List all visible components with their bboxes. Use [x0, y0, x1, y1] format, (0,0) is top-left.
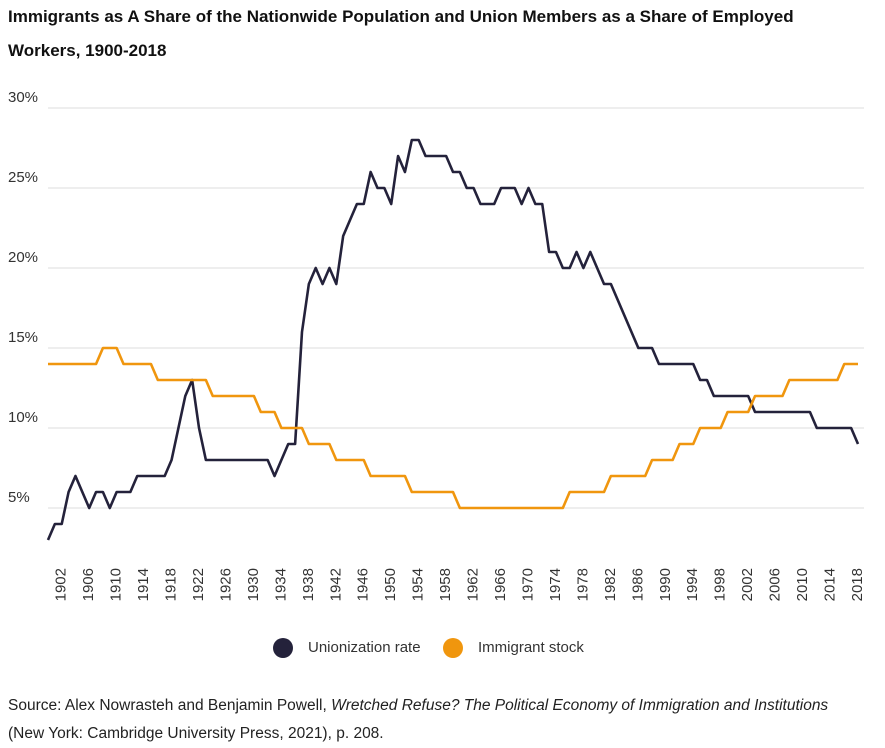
x-tick-label: 1930 [245, 568, 262, 601]
legend-swatch [273, 638, 293, 658]
x-tick-label: 1994 [684, 568, 701, 601]
series-line [46, 138, 860, 541]
x-tick-label: 1946 [355, 568, 372, 601]
x-tick-label: 1974 [547, 568, 564, 601]
x-tick-label: 2006 [767, 568, 784, 601]
x-tick-label: 1938 [300, 568, 317, 601]
x-tick-label: 1950 [382, 568, 399, 601]
source-suffix: (New York: Cambridge University Press, 2… [8, 725, 384, 742]
x-tick-label: 1978 [574, 568, 591, 601]
y-tick-label: 5% [8, 489, 30, 506]
x-tick-label: 1942 [327, 568, 344, 601]
x-tick-label: 2018 [849, 568, 866, 601]
source-prefix: Source: Alex Nowrasteh and Benjamin Powe… [8, 697, 332, 714]
legend-label: Unionization rate [308, 639, 421, 656]
legend-label: Immigrant stock [478, 639, 584, 656]
x-tick-label: 1970 [519, 568, 536, 601]
x-tick-label: 1990 [657, 568, 674, 601]
chart-title: Immigrants as A Share of the Nationwide … [8, 7, 794, 60]
y-tick-label: 20% [8, 249, 38, 266]
x-tick-label: 1998 [712, 568, 729, 601]
y-tick-label: 25% [8, 169, 38, 186]
x-tick-label: 1982 [602, 568, 619, 601]
x-tick-label: 1902 [53, 568, 70, 601]
x-tick-label: 1966 [492, 568, 509, 601]
x-tick-label: 2014 [822, 568, 839, 601]
x-tick-label: 1962 [465, 568, 482, 601]
x-tick-label: 1926 [217, 568, 234, 601]
y-tick-label: 10% [8, 409, 38, 426]
x-tick-label: 1958 [437, 568, 454, 601]
x-tick-label: 1922 [190, 568, 207, 601]
x-tick-label: 2010 [794, 568, 811, 601]
x-tick-label: 1954 [410, 568, 427, 601]
series-line [48, 346, 858, 510]
x-tick-label: 1918 [163, 568, 180, 601]
y-tick-label: 30% [8, 89, 38, 106]
x-tick-label: 1910 [108, 568, 125, 601]
x-tick-label: 1986 [629, 568, 646, 601]
x-tick-label: 1934 [272, 568, 289, 601]
x-tick-label: 1914 [135, 568, 152, 601]
x-tick-label: 2002 [739, 568, 756, 601]
x-tick-label: 1906 [80, 568, 97, 601]
source-note: Source: Alex Nowrasteh and Benjamin Powe… [8, 692, 868, 748]
legend-swatch [443, 638, 463, 658]
source-book-title: Wretched Refuse? The Political Economy o… [331, 697, 829, 714]
y-tick-label: 15% [8, 329, 38, 346]
